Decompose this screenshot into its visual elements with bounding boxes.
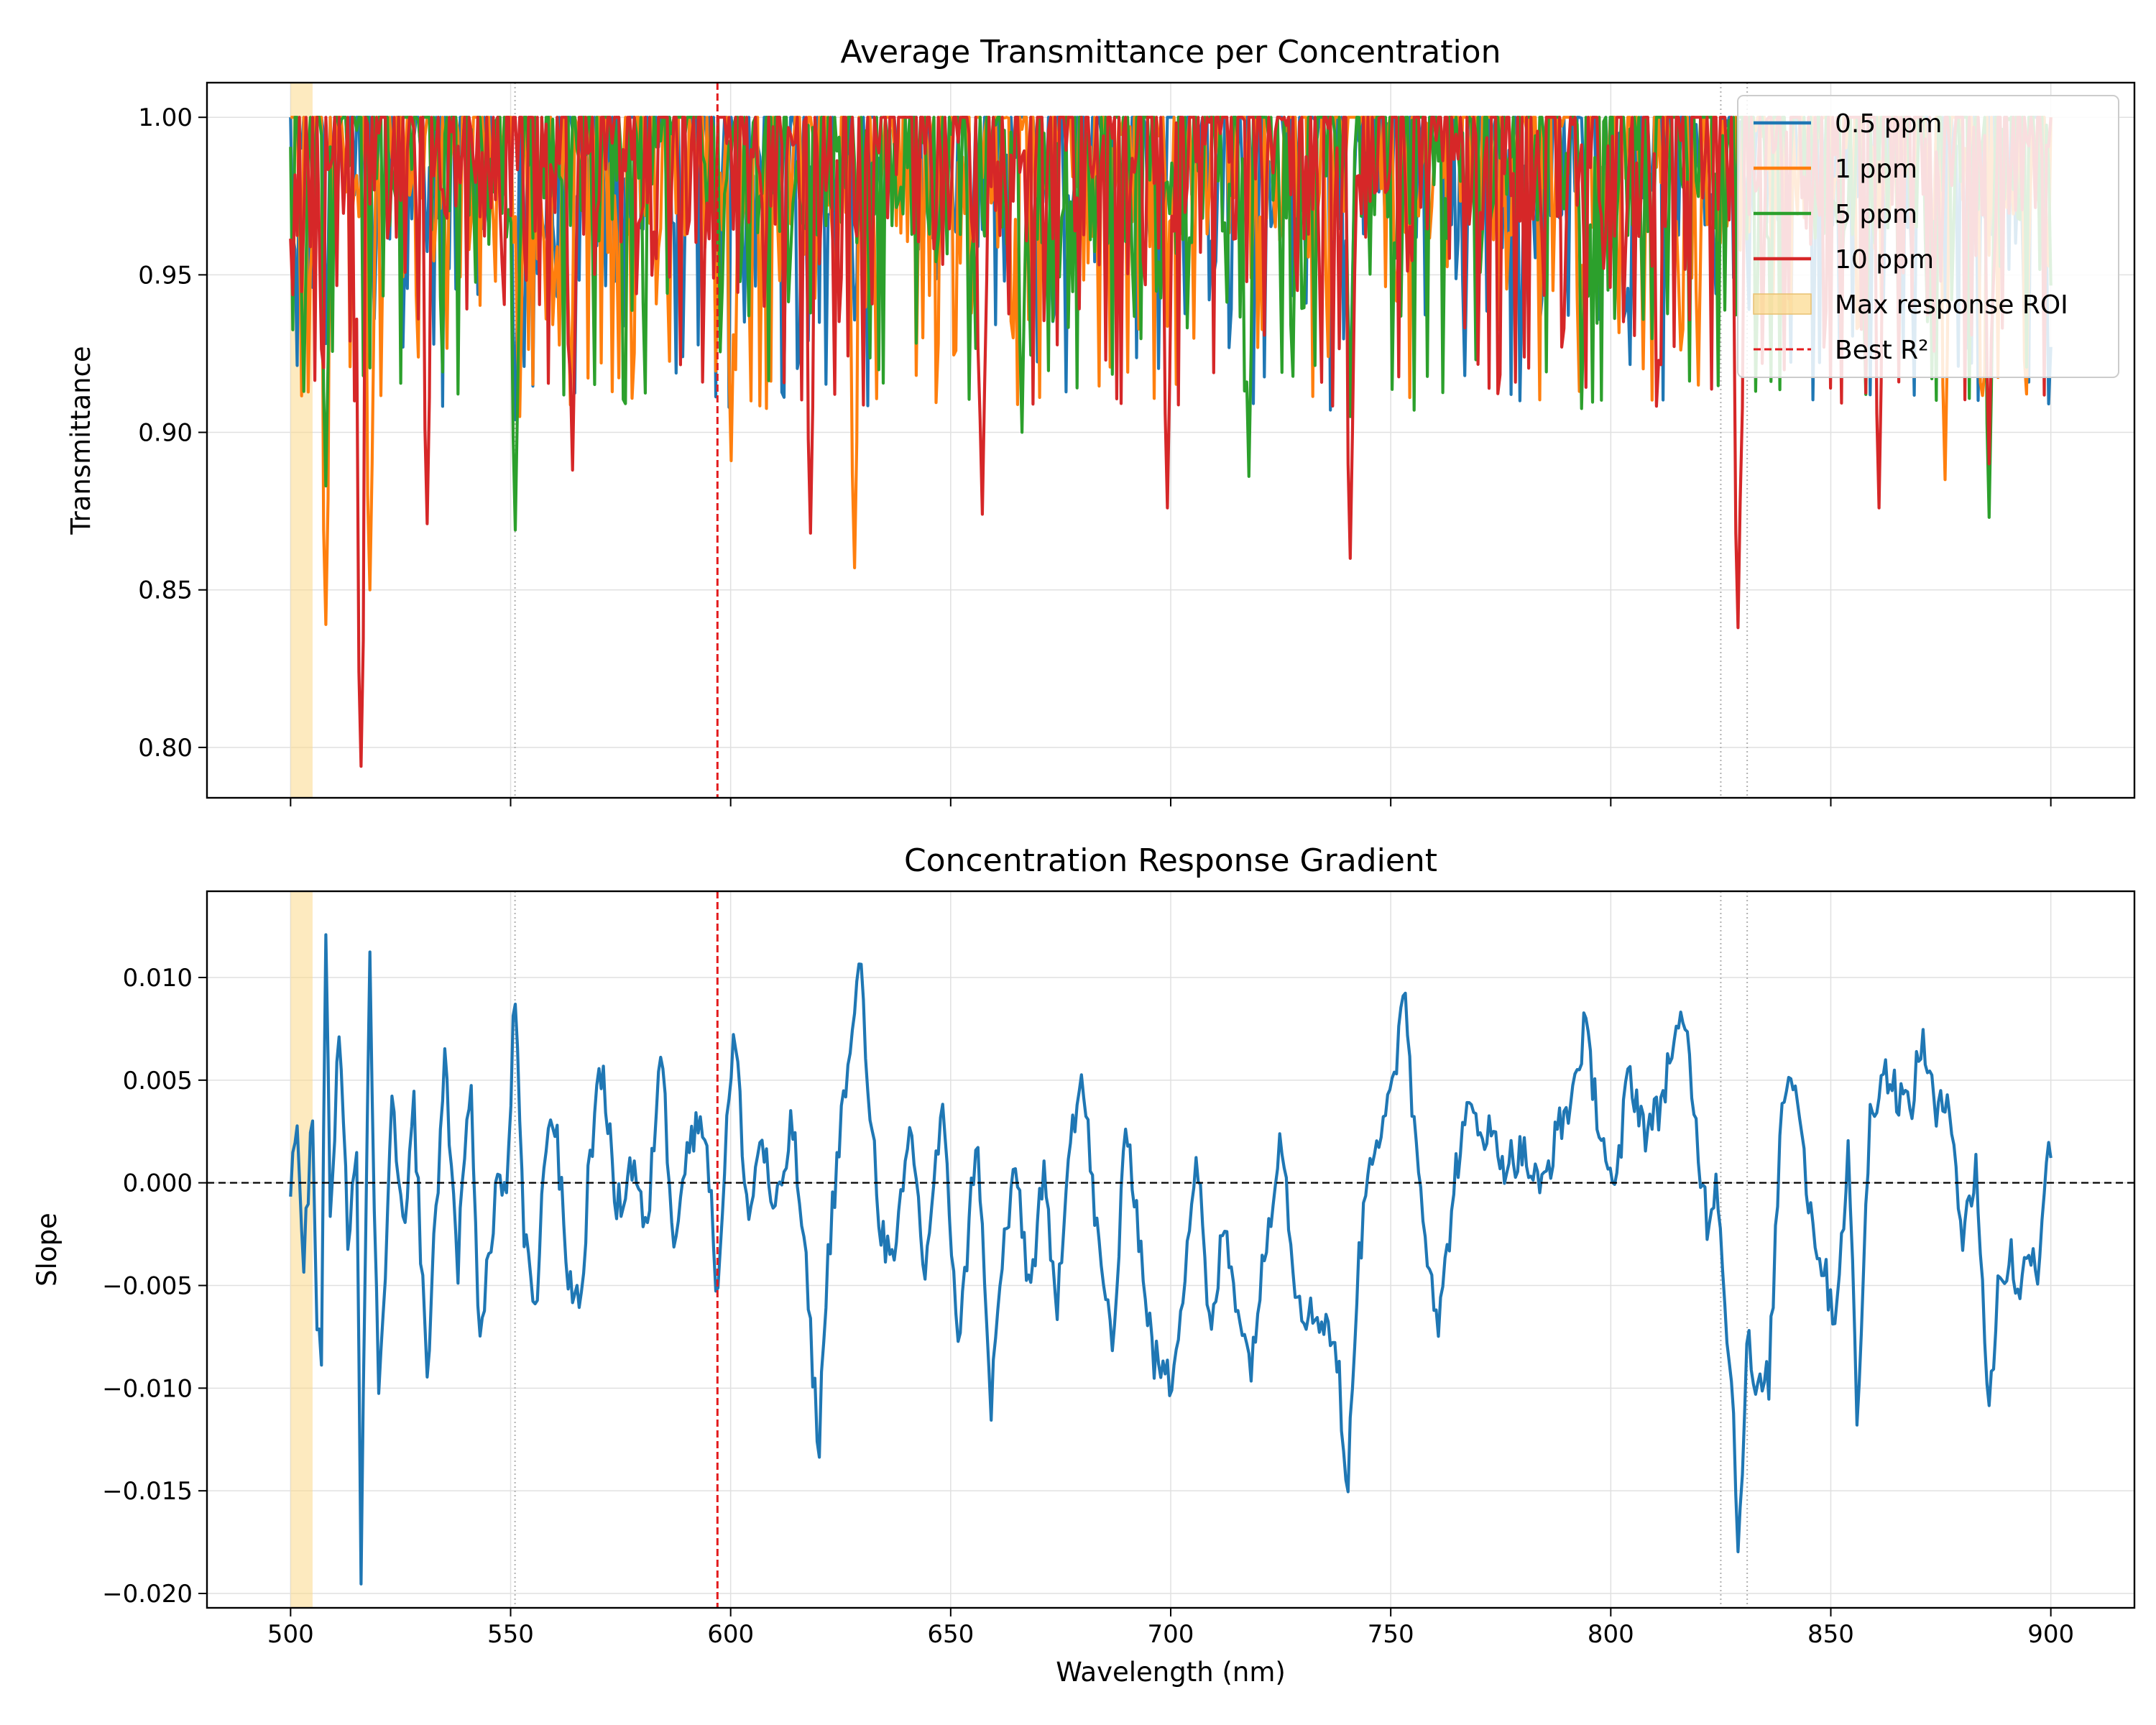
x-tick-label: 600 [707,1620,754,1649]
legend-box [1737,95,2119,378]
legend-label: Max response ROI [1835,290,2068,320]
legend-label: Best R² [1835,336,1929,365]
y-tick-label: −0.005 [102,1271,193,1300]
x-tick-label: 750 [1368,1620,1414,1649]
x-tick-label: 550 [487,1620,534,1649]
gradient-panel: 500 550 600 650 700 750 800 850 900 −0.020 −0.015 −… [32,842,2136,1688]
plot-area [289,933,2053,1586]
legend-label: 5 ppm [1835,200,1917,229]
x-tick-label: 900 [2027,1620,2074,1649]
y-tick-label: −0.015 [102,1477,193,1506]
y-tick-label: 1.00 [138,104,193,132]
y-tick-label: 0.85 [138,576,193,605]
chart-title: Average Transmittance per Concentration [841,34,1501,70]
y-tick-label: 0.80 [138,734,193,763]
y-tick-label: 0.010 [123,964,193,993]
chart-title: Concentration Response Gradient [904,842,1437,879]
gradient-line [289,933,2053,1586]
y-tick-label: 0.95 [138,261,193,290]
y-tick-label: 0.90 [138,419,193,448]
legend-label: 1 ppm [1835,155,1917,184]
x-axis-label: Wavelength (nm) [1056,1657,1286,1688]
y-tick-label: −0.020 [102,1580,193,1609]
x-tick-label: 700 [1148,1620,1194,1649]
x-tick-label: 650 [927,1620,974,1649]
x-tick-label: 500 [267,1620,314,1649]
y-tick-label: 0.000 [123,1169,193,1198]
y-axis-label: Transmittance [65,346,96,535]
legend-swatch-roi [1753,293,1812,315]
y-tick-label: −0.010 [102,1374,193,1403]
legend: 0.5 ppm 1 ppm 5 ppm 10 ppm Max response ROI B… [1737,95,2119,378]
y-tick-label: 0.005 [123,1067,193,1095]
legend-label: 10 ppm [1835,245,1934,275]
x-tick-label: 800 [1588,1620,1634,1649]
y-axis-label: Slope [32,1213,63,1287]
x-tick-label: 850 [1807,1620,1854,1649]
legend-label: 0.5 ppm [1835,109,1942,139]
